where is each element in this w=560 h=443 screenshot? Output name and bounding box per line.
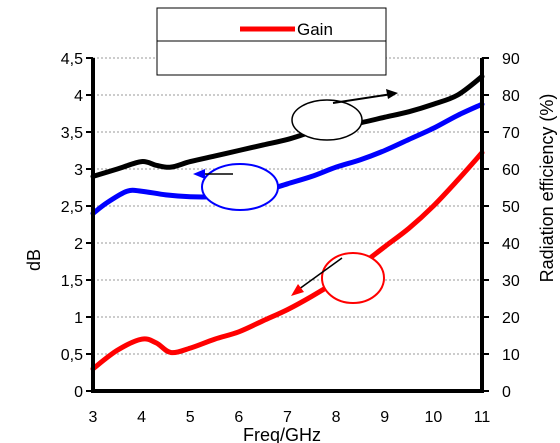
legend-entry-gain: Gain (297, 20, 333, 39)
y-right-tick-label: 80 (502, 88, 520, 105)
y-left-tick-label: 3 (74, 162, 83, 179)
series-line-unnamed-2 (90, 74, 485, 179)
x-tick-label: 11 (474, 409, 491, 426)
x-tick-label: 3 (89, 409, 98, 426)
tick-labels: 0 0,5 1 1,5 2 2,5 3 3,5 4 4,5 0 10 20 30 40 50 60 70 80 90 3… (61, 51, 520, 426)
y-left-tick-label: 0 (74, 384, 83, 401)
y-right-tick-label: 60 (502, 162, 520, 179)
y-right-tick-label: 50 (502, 199, 520, 216)
left-arrow-red (294, 257, 343, 293)
y-axis-left-label: dB (24, 249, 44, 271)
red-series-marker-ellipse (321, 252, 385, 304)
right-arrow-black-head (386, 89, 398, 99)
y-right-tick-label: 90 (502, 51, 520, 68)
y-left-tick-label: 0,5 (61, 347, 83, 364)
y-left-tick-label: 4 (74, 88, 83, 105)
legend-box-top (156, 7, 387, 42)
y-right-tick-label: 0 (502, 384, 511, 401)
series-line-gain (90, 150, 485, 372)
y-left-tick-label: 3,5 (61, 125, 83, 142)
y-right-tick-label: 40 (502, 236, 520, 253)
y-left-tick-label: 2,5 (61, 199, 83, 216)
y-left-tick-label: 2 (74, 236, 83, 253)
x-tick-label: 5 (186, 409, 195, 426)
x-axis-label: Freq/GHz (243, 425, 321, 443)
left-arrow-red-head (291, 284, 304, 296)
x-tick-label: 9 (380, 409, 389, 426)
y-right-tick-label: 10 (502, 347, 520, 364)
x-tick-label: 4 (137, 409, 146, 426)
blue-series-marker-ellipse (201, 163, 279, 211)
y-right-tick-label: 70 (502, 125, 520, 142)
legend: Gain (156, 7, 387, 76)
x-tick-label: 6 (234, 409, 243, 426)
y-left-tick-label: 1 (74, 310, 83, 327)
x-tick-label: 7 (283, 409, 292, 426)
y-right-tick-label: 30 (502, 273, 520, 290)
y-axis-right-label: Radiation efficiency (%) (537, 94, 557, 283)
black-series-marker-ellipse (291, 99, 363, 141)
axes (86, 57, 489, 393)
right-arrow-black (332, 93, 393, 104)
x-tick-label: 8 (332, 409, 341, 426)
series-layer (90, 74, 485, 372)
annotations (193, 89, 398, 304)
series-line-unnamed-1 (90, 101, 485, 216)
y-right-tick-label: 20 (502, 310, 520, 327)
x-tick-label: 10 (424, 409, 442, 426)
y-left-tick-label: 1,5 (61, 273, 83, 290)
y-left-tick-label: 4,5 (61, 51, 83, 68)
legend-box-bottom (156, 40, 387, 76)
left-arrow-blue-head (193, 169, 205, 179)
